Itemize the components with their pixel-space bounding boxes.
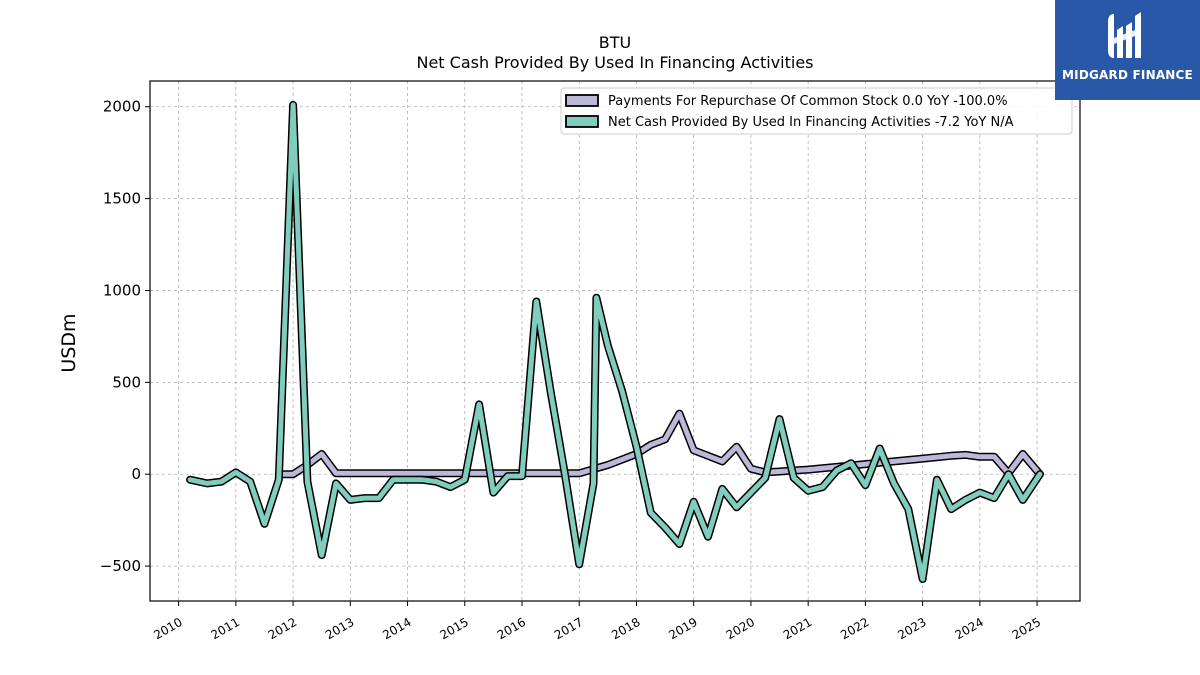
x-tick-label: 2025	[1010, 615, 1043, 642]
x-tick-label: 2012	[266, 615, 299, 642]
y-tick-label: 1000	[103, 281, 141, 299]
x-tick-label: 2022	[838, 615, 871, 642]
y-axis-label: USDm	[58, 313, 80, 372]
plot-frame	[149, 80, 1081, 602]
legend-box	[560, 87, 1073, 135]
x-tick-label: 2017	[552, 615, 585, 642]
y-tick-label: 500	[112, 373, 141, 391]
x-tick-label: 2011	[209, 615, 242, 642]
midgard-logo-icon	[1108, 12, 1141, 58]
legend-label-repurchase: Payments For Repurchase Of Common Stock …	[608, 94, 1008, 109]
x-tick-label: 2015	[437, 615, 470, 642]
y-axis-ticks: −500 0 500 1000 1500 2000	[100, 98, 150, 575]
logo-brand-text: MIDGARD FINANCE	[1062, 68, 1193, 82]
series-line-financing-outline	[186, 100, 1044, 583]
legend-swatch-financing	[565, 115, 599, 128]
series-line-repurchase	[276, 411, 1043, 477]
brand-logo: MIDGARD FINANCE	[1055, 0, 1200, 100]
y-tick-label: 2000	[103, 98, 141, 116]
legend: Payments For Repurchase Of Common Stock …	[560, 87, 1073, 135]
y-tick-label: 0	[131, 465, 141, 483]
series-line-financing	[187, 102, 1043, 582]
legend-label-financing: Net Cash Provided By Used In Financing A…	[608, 115, 1014, 130]
series-lines	[186, 100, 1044, 583]
x-tick-label: 2024	[953, 615, 986, 642]
legend-swatch-repurchase	[565, 94, 599, 107]
x-tick-label: 2018	[609, 615, 642, 642]
y-tick-label: −500	[100, 557, 141, 575]
x-tick-label: 2013	[323, 615, 356, 642]
chart-subtitle: Net Cash Provided By Used In Financing A…	[416, 53, 813, 72]
y-tick-label: 1500	[103, 190, 141, 208]
x-tick-label: 2016	[495, 615, 528, 642]
x-tick-label: 2014	[380, 615, 413, 642]
x-tick-label: 2010	[151, 615, 184, 642]
x-axis-ticks: 2010 2011 2012 2013 2014 2015 2016 2017 2018 2019…	[151, 601, 1043, 642]
x-tick-label: 2023	[895, 615, 928, 642]
x-tick-label: 2020	[724, 615, 757, 642]
x-tick-label: 2021	[781, 615, 814, 642]
x-tick-label: 2019	[666, 615, 699, 642]
chart-title: BTU	[599, 33, 631, 52]
